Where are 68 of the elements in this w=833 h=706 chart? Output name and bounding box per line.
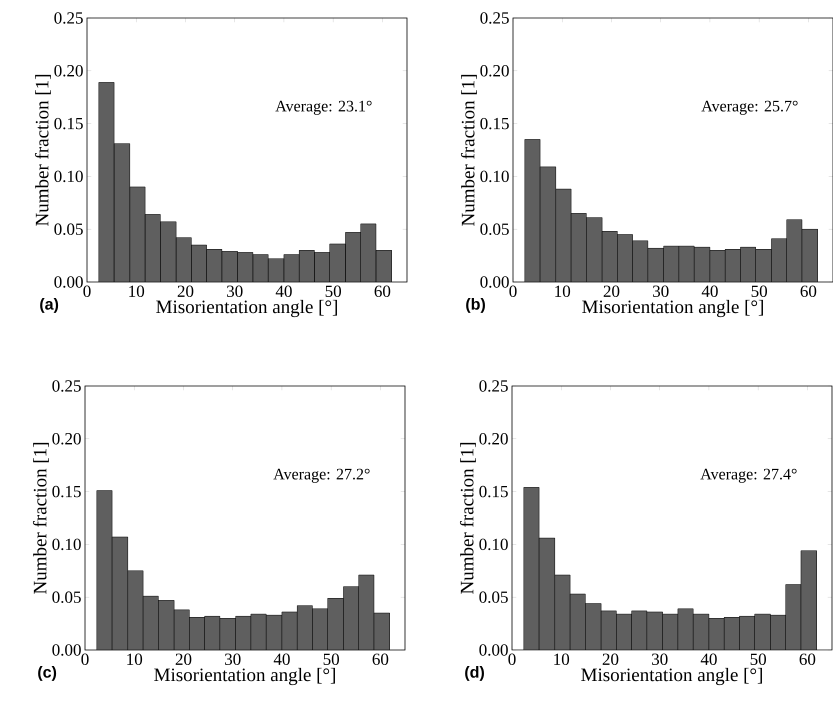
x-tick-label: 20 (176, 654, 192, 665)
x-tick-label: 40 (276, 286, 292, 297)
x-tick-label: 30 (225, 654, 241, 665)
text: (b) (466, 298, 485, 313)
y-tick-label: 0.00 (52, 644, 81, 656)
y-tick-label: 0.20 (480, 65, 509, 77)
x-axis-title: Misorientation angle [°] (582, 300, 763, 318)
annotation: Average: 27.2° (273, 468, 370, 483)
x-tick-label: 40 (700, 654, 717, 665)
y-tick-label: 0.20 (54, 65, 83, 77)
y-tick-label: 0.25 (479, 380, 508, 392)
x-tick-label: 0 (508, 654, 516, 665)
x-tick-label: 10 (554, 654, 570, 665)
x-tick-label: 0 (81, 654, 89, 665)
x-tick-label: 40 (274, 654, 290, 665)
y-tick-label: 0.10 (480, 170, 509, 182)
x-tick-label: 50 (326, 286, 342, 297)
y-tick-label: 0.10 (479, 538, 508, 550)
y-tick-label: 0.20 (479, 433, 508, 445)
y-tick-label: 0.05 (480, 223, 509, 235)
y-tick-label: 0.00 (54, 276, 83, 288)
x-tick-label: 20 (604, 286, 620, 297)
x-tick-label: 30 (652, 654, 668, 665)
y-tick-label: 0.10 (52, 538, 81, 550)
y-axis-title: Number fraction [1] (32, 442, 49, 594)
y-tick-label: 0.15 (54, 118, 83, 130)
y-axis-title: Number fraction [1] (460, 442, 476, 594)
x-tick-label: 50 (324, 654, 340, 665)
x-tick-label: 50 (750, 654, 766, 665)
text: (d) (465, 666, 484, 681)
x-tick-label: 10 (555, 286, 570, 297)
x-tick-label: 10 (129, 286, 144, 297)
y-tick-label: 0.25 (480, 12, 509, 24)
y-tick-label: 0.25 (52, 380, 81, 392)
annotation: Average: 25.7° (701, 100, 798, 115)
y-tick-label: 0.00 (480, 276, 509, 288)
annotation: Average: 27.4° (700, 468, 797, 483)
x-tick-label: 60 (374, 286, 390, 297)
annotation: Average: 23.1° (275, 100, 372, 115)
y-tick-label: 0.20 (52, 433, 81, 445)
x-tick-label: 60 (800, 286, 816, 297)
y-tick-label: 0.10 (54, 170, 83, 182)
x-axis-title: Misorientation angle [°] (154, 668, 335, 686)
y-tick-label: 0.00 (479, 644, 508, 656)
text: (a) (40, 298, 58, 313)
x-tick-label: 20 (602, 654, 618, 665)
text: (c) (38, 666, 56, 681)
y-tick-label: 0.15 (52, 486, 81, 498)
x-axis-title: Misorientation angle [°] (581, 668, 762, 686)
x-tick-label: 20 (178, 286, 194, 297)
y-tick-label: 0.05 (479, 591, 508, 603)
x-tick-label: 60 (372, 654, 388, 665)
x-axis-title: Misorientation angle [°] (156, 300, 337, 318)
y-axis-title: Number fraction [1] (460, 74, 477, 226)
x-tick-label: 40 (702, 286, 718, 297)
x-tick-label: 0 (83, 286, 91, 297)
x-tick-label: 0 (509, 286, 517, 297)
y-tick-label: 0.15 (479, 486, 508, 498)
x-tick-label: 10 (127, 654, 142, 665)
y-tick-label: 0.05 (54, 223, 83, 235)
x-tick-label: 30 (227, 286, 243, 297)
y-tick-label: 0.25 (54, 12, 83, 24)
x-tick-label: 30 (653, 286, 669, 297)
x-tick-label: 60 (800, 654, 816, 665)
y-tick-label: 0.05 (52, 591, 81, 603)
x-tick-label: 50 (752, 286, 768, 297)
y-axis-title: Number fraction [1] (34, 74, 51, 226)
y-tick-label: 0.15 (480, 118, 509, 130)
